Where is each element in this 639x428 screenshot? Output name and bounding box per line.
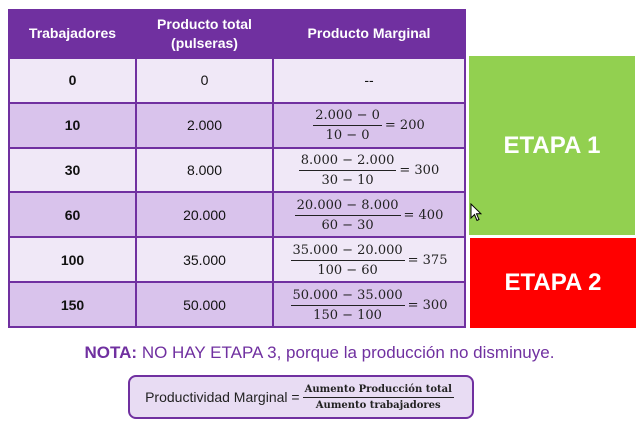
denominator: 10 − 0 xyxy=(325,128,370,144)
cell-trabajadores: 150 xyxy=(8,281,137,328)
numerator: 20.000 − 8.000 xyxy=(294,197,401,216)
numerator: 50.000 − 35.000 xyxy=(290,287,405,306)
denominator: 30 − 10 xyxy=(321,173,374,189)
header-producto-total-line2: (pulseras) xyxy=(171,34,238,51)
cell-trabajadores: 100 xyxy=(8,236,137,284)
fraction: 20.000 − 8.000 60 − 30 xyxy=(294,197,401,234)
stage-2-label: ETAPA 2 xyxy=(504,269,602,296)
formula-numerator: Aumento Producción total xyxy=(302,383,454,398)
table-row: 150 50.000 50.000 − 35.000 150 − 100 = 300 xyxy=(8,281,466,328)
cell-marginal: 35.000 − 20.000 100 − 60 = 375 xyxy=(272,236,466,284)
fraction: 35.000 − 20.000 100 − 60 xyxy=(290,242,405,279)
result: = 400 xyxy=(403,207,444,223)
table-row: 100 35.000 35.000 − 20.000 100 − 60 = 375 xyxy=(8,236,466,284)
cell-trabajadores: 30 xyxy=(8,146,137,194)
cell-marginal: 8.000 − 2.000 30 − 10 = 300 xyxy=(272,146,466,194)
note-text: NOTA: NO HAY ETAPA 3, porque la producci… xyxy=(0,343,639,363)
cell-marginal: 20.000 − 8.000 60 − 30 = 400 xyxy=(272,191,466,239)
fraction: 2.000 − 0 10 − 0 xyxy=(313,107,382,144)
cell-trabajadores: 0 xyxy=(8,56,137,104)
numerator: 2.000 − 0 xyxy=(313,107,382,127)
formula-box: Productividad Marginal = Aumento Producc… xyxy=(128,375,474,419)
table-row: 30 8.000 8.000 − 2.000 30 − 10 = 300 xyxy=(8,146,466,194)
cell-producto-total: 35.000 xyxy=(135,236,274,284)
fraction: 50.000 − 35.000 150 − 100 xyxy=(290,287,405,324)
note-prefix: NOTA: xyxy=(84,343,138,362)
cell-trabajadores: 60 xyxy=(8,191,137,239)
header-producto-total: Producto total (pulseras) xyxy=(135,9,274,59)
fraction: 8.000 − 2.000 30 − 10 xyxy=(298,152,397,189)
table-header-row: Trabajadores Producto total (pulseras) P… xyxy=(8,9,466,59)
table-row: 0 0 -- xyxy=(8,56,466,104)
header-trabajadores: Trabajadores xyxy=(8,9,137,59)
cell-producto-total: 8.000 xyxy=(135,146,274,194)
mouse-pointer-icon xyxy=(470,203,482,222)
formula-fraction: Aumento Producción total Aumento trabaja… xyxy=(302,383,454,412)
cell-producto-total: 0 xyxy=(135,56,274,104)
numerator: 8.000 − 2.000 xyxy=(298,152,397,172)
production-table: Trabajadores Producto total (pulseras) P… xyxy=(8,9,466,328)
cell-producto-total: 50.000 xyxy=(135,281,274,328)
header-producto-marginal: Producto Marginal xyxy=(272,9,466,59)
numerator: 35.000 − 20.000 xyxy=(290,242,405,261)
cell-marginal: 50.000 − 35.000 150 − 100 = 300 xyxy=(272,281,466,328)
cell-marginal: 2.000 − 0 10 − 0 = 200 xyxy=(272,101,466,149)
table-row: 60 20.000 20.000 − 8.000 60 − 30 = 400 xyxy=(8,191,466,239)
denominator: 150 − 100 xyxy=(313,307,382,323)
stage-1-label: ETAPA 1 xyxy=(503,131,601,159)
cell-producto-total: 20.000 xyxy=(135,191,274,239)
formula-denominator: Aumento trabajadores xyxy=(315,399,441,411)
stage-2-block: ETAPA 2 xyxy=(470,238,636,328)
denominator: 60 − 30 xyxy=(321,217,374,233)
table-row: 10 2.000 2.000 − 0 10 − 0 = 200 xyxy=(8,101,466,149)
stage-1-block: ETAPA 1 xyxy=(469,56,635,235)
formula-lhs: Productividad Marginal = xyxy=(145,389,300,405)
result: = 375 xyxy=(407,252,448,268)
cell-trabajadores: 10 xyxy=(8,101,137,149)
cell-marginal: -- xyxy=(272,56,466,104)
result: = 200 xyxy=(384,118,425,134)
header-producto-total-line1: Producto total xyxy=(157,15,252,32)
result: = 300 xyxy=(407,297,448,313)
cell-producto-total: 2.000 xyxy=(135,101,274,149)
note-body: NO HAY ETAPA 3, porque la producción no … xyxy=(137,343,555,362)
denominator: 100 − 60 xyxy=(317,262,378,278)
result: = 300 xyxy=(399,163,440,179)
